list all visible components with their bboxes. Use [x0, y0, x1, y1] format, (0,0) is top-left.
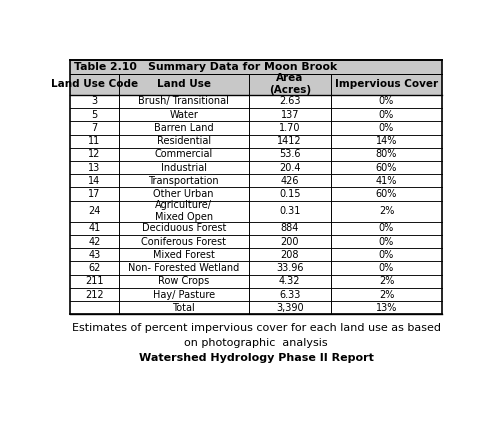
- Bar: [70, 288, 442, 301]
- Text: Non- Forested Wetland: Non- Forested Wetland: [128, 263, 240, 273]
- Text: 1412: 1412: [278, 136, 302, 146]
- Text: 884: 884: [280, 224, 299, 233]
- Text: Agriculture/
Mixed Open: Agriculture/ Mixed Open: [154, 201, 213, 222]
- Text: 0.31: 0.31: [279, 206, 300, 216]
- Text: 3,390: 3,390: [276, 303, 303, 313]
- Text: 426: 426: [280, 176, 299, 186]
- Text: Land Use: Land Use: [156, 79, 210, 89]
- Bar: [70, 135, 442, 148]
- Text: Hay/ Pasture: Hay/ Pasture: [152, 289, 215, 299]
- Text: 14%: 14%: [376, 136, 397, 146]
- Text: 4.32: 4.32: [279, 276, 300, 286]
- Text: 212: 212: [85, 289, 103, 299]
- Bar: [70, 235, 442, 248]
- Text: Deciduous Forest: Deciduous Forest: [142, 224, 226, 233]
- Text: 41%: 41%: [376, 176, 397, 186]
- Text: 2%: 2%: [379, 206, 394, 216]
- Bar: [249, 74, 330, 95]
- Bar: [70, 201, 442, 222]
- Text: 5: 5: [92, 110, 98, 120]
- Text: Barren Land: Barren Land: [154, 123, 214, 133]
- Bar: [70, 174, 442, 187]
- Text: Estimates of percent impervious cover for each land use as based: Estimates of percent impervious cover fo…: [72, 323, 441, 333]
- Bar: [70, 222, 442, 235]
- Bar: [70, 60, 442, 74]
- Text: 0%: 0%: [379, 123, 394, 133]
- Text: 24: 24: [88, 206, 101, 216]
- Text: Area
(Acres): Area (Acres): [268, 73, 311, 95]
- Text: 80%: 80%: [376, 149, 397, 159]
- Text: 12: 12: [88, 149, 101, 159]
- Text: Watershed Hydrology Phase II Report: Watershed Hydrology Phase II Report: [139, 353, 374, 363]
- Bar: [330, 74, 442, 95]
- Text: 0%: 0%: [379, 96, 394, 106]
- Bar: [70, 121, 442, 135]
- Bar: [70, 275, 442, 288]
- Text: 60%: 60%: [376, 189, 397, 199]
- Text: Transportation: Transportation: [148, 176, 219, 186]
- Text: 13%: 13%: [376, 303, 397, 313]
- Bar: [70, 161, 442, 174]
- Text: 33.96: 33.96: [276, 263, 303, 273]
- Text: Impervious Cover: Impervious Cover: [335, 79, 438, 89]
- Bar: [70, 248, 442, 262]
- Text: Commercial: Commercial: [154, 149, 213, 159]
- Text: Total: Total: [172, 303, 195, 313]
- Text: 1.70: 1.70: [279, 123, 300, 133]
- Bar: [118, 74, 249, 95]
- Text: 200: 200: [280, 237, 299, 247]
- Text: 0%: 0%: [379, 263, 394, 273]
- Bar: [70, 74, 118, 95]
- Text: Other Urban: Other Urban: [154, 189, 214, 199]
- Text: 3: 3: [92, 96, 98, 106]
- Text: 208: 208: [280, 250, 299, 260]
- Text: Coniferous Forest: Coniferous Forest: [141, 237, 226, 247]
- Text: 62: 62: [88, 263, 101, 273]
- Text: 0%: 0%: [379, 110, 394, 120]
- Text: 0%: 0%: [379, 250, 394, 260]
- Text: Row Crops: Row Crops: [158, 276, 210, 286]
- Text: 2%: 2%: [379, 289, 394, 299]
- Text: on photographic  analysis: on photographic analysis: [184, 338, 328, 348]
- Text: 14: 14: [88, 176, 101, 186]
- Text: 7: 7: [92, 123, 98, 133]
- Text: 0%: 0%: [379, 224, 394, 233]
- Text: 43: 43: [88, 250, 101, 260]
- Text: Brush/ Transitional: Brush/ Transitional: [138, 96, 229, 106]
- Text: 53.6: 53.6: [279, 149, 300, 159]
- Bar: [70, 262, 442, 275]
- Text: Industrial: Industrial: [160, 163, 206, 173]
- Text: 2%: 2%: [379, 276, 394, 286]
- Text: Table 2.10   Summary Data for Moon Brook: Table 2.10 Summary Data for Moon Brook: [74, 62, 337, 72]
- Text: Mixed Forest: Mixed Forest: [153, 250, 214, 260]
- Text: 6.33: 6.33: [279, 289, 300, 299]
- Bar: [70, 148, 442, 161]
- Bar: [70, 187, 442, 201]
- Text: Water: Water: [170, 110, 198, 120]
- Text: Land Use Code: Land Use Code: [51, 79, 138, 89]
- Bar: [70, 95, 442, 108]
- Text: 60%: 60%: [376, 163, 397, 173]
- Text: 211: 211: [85, 276, 103, 286]
- Text: 42: 42: [88, 237, 101, 247]
- Text: 11: 11: [88, 136, 101, 146]
- Text: 137: 137: [280, 110, 299, 120]
- Bar: [70, 301, 442, 314]
- Text: 0%: 0%: [379, 237, 394, 247]
- Bar: [70, 108, 442, 121]
- Text: Residential: Residential: [156, 136, 211, 146]
- Text: 17: 17: [88, 189, 101, 199]
- Text: 2.63: 2.63: [279, 96, 300, 106]
- Text: 13: 13: [88, 163, 101, 173]
- Text: 20.4: 20.4: [279, 163, 300, 173]
- Text: 0.15: 0.15: [279, 189, 300, 199]
- Text: 41: 41: [88, 224, 101, 233]
